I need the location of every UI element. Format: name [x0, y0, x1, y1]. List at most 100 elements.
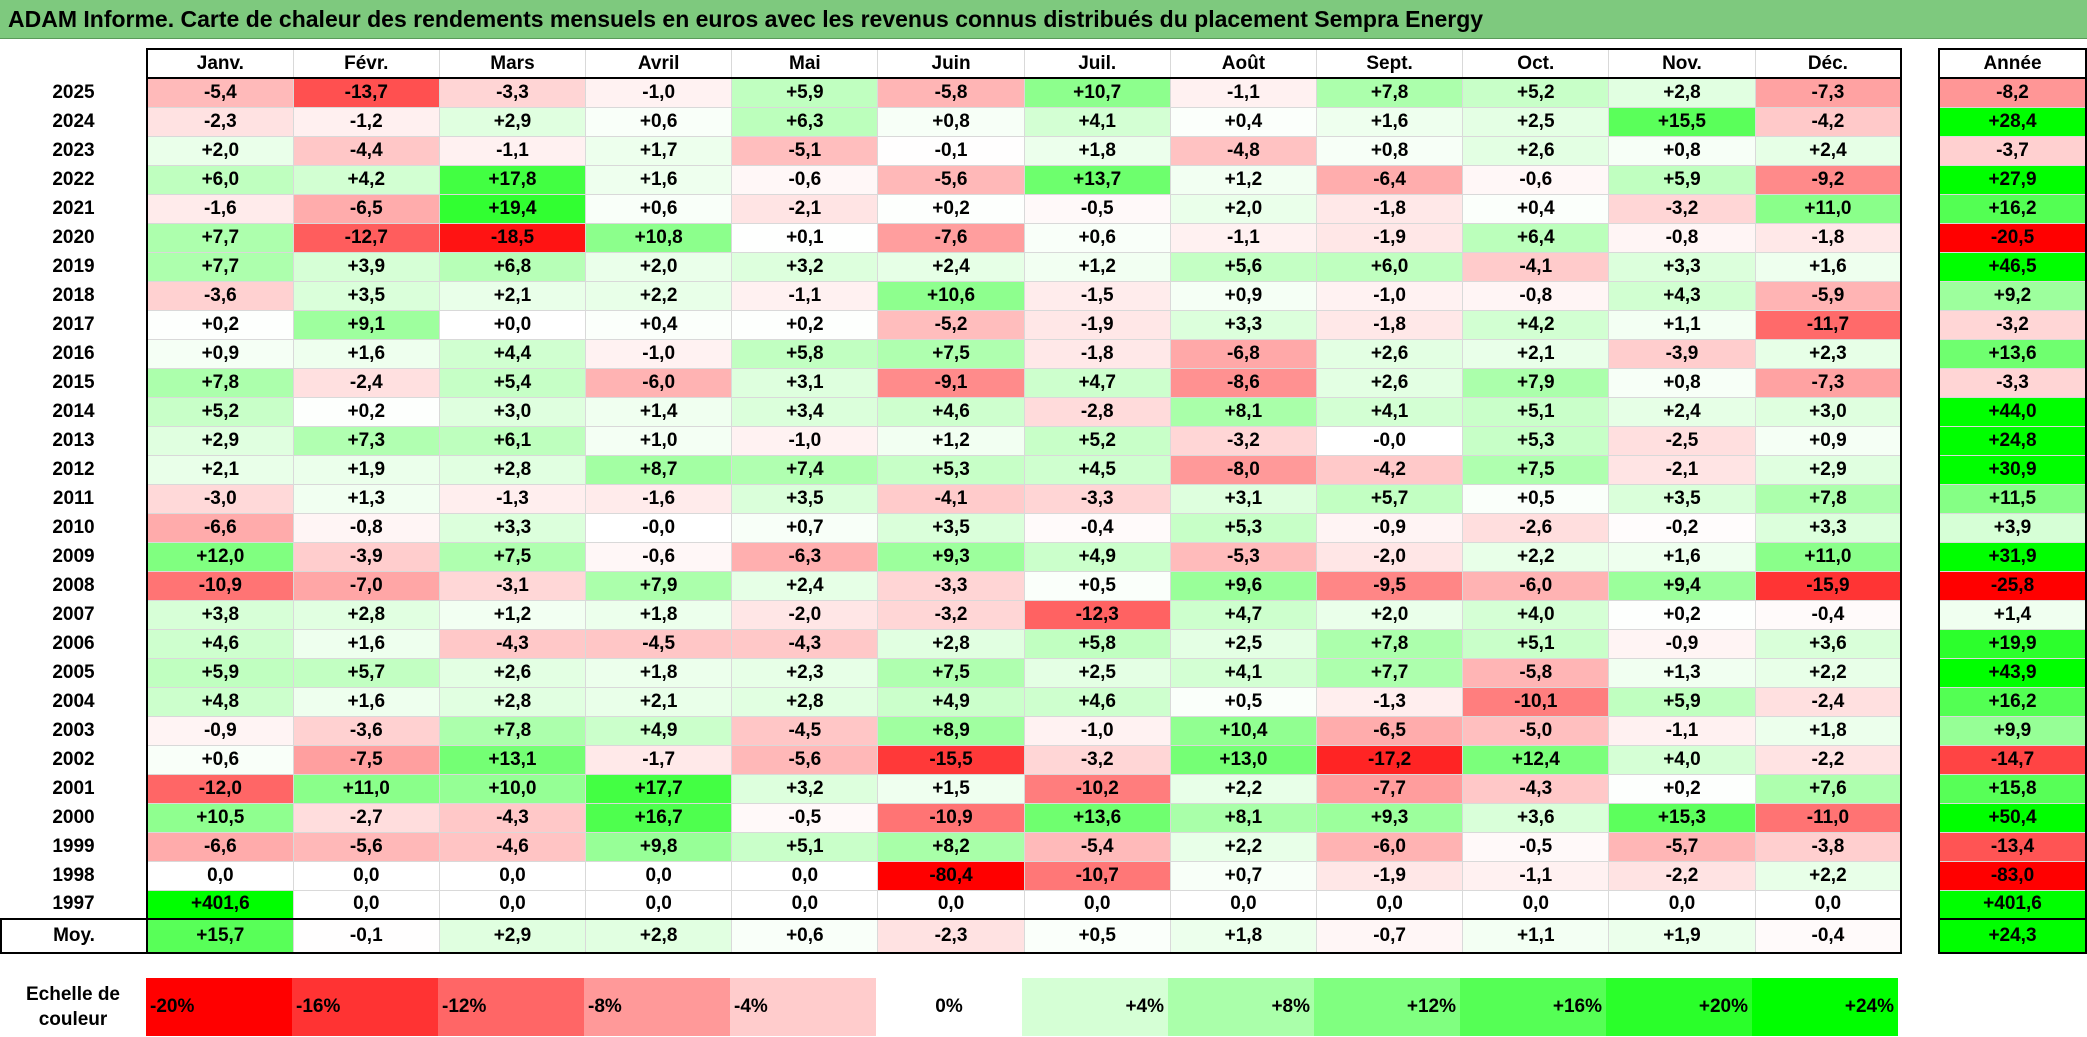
heatmap-cell: -5,6 [877, 164, 1025, 195]
heatmap-cell: +0,5 [1169, 686, 1318, 717]
average-cell: -0,7 [1315, 918, 1464, 954]
heatmap-cell: +1,3 [292, 483, 440, 514]
heatmap-cell: +0,2 [1608, 773, 1756, 804]
heatmap-row: 2016 +0,9 +1,6 +4,4 -1,0 +5,8 +7,5 -1,8 -6,8 +2,6… [1, 338, 1903, 369]
heatmap-cell: +5,3 [1462, 425, 1610, 456]
annual-row: +11,5 [1938, 483, 2087, 514]
heatmap-cell: -6,0 [1315, 831, 1464, 862]
heatmap-row: 2006 +4,6 +1,6 -4,3 -4,5 -4,3 +2,8 +5,8 +2,5 +7,8… [1, 628, 1903, 659]
year-label: 2007 [1, 600, 148, 629]
annual-row: +15,8 [1938, 773, 2087, 804]
heatmap-row: 2023 +2,0 -4,4 -1,1 +1,7 -5,1 -0,1 +1,8 -4,8 +0,8… [1, 135, 1903, 166]
heatmap-cell: -3,2 [1169, 425, 1318, 456]
heatmap-cell: +7,4 [731, 454, 879, 485]
heatmap-cell: +4,0 [1462, 599, 1610, 630]
heatmap-cell: -9,1 [877, 367, 1025, 398]
annual-cell: -14,7 [1938, 744, 2087, 775]
heatmap-cell: -4,1 [1462, 251, 1610, 282]
heatmap-cell: +7,8 [1315, 77, 1464, 108]
annual-cell: +1,4 [1938, 599, 2087, 630]
heatmap-cell: +2,6 [438, 657, 587, 688]
heatmap-row: 2007 +3,8 +2,8 +1,2 +1,8 -2,0 -3,2 -12,3 +4,7 +2,… [1, 599, 1903, 630]
heatmap-cell: -11,7 [1754, 309, 1903, 340]
year-label: 2017 [1, 310, 148, 339]
heatmap-cell: -1,0 [1023, 715, 1171, 746]
heatmap-cell: -3,3 [438, 77, 587, 108]
month-header: Avril [585, 48, 733, 79]
heatmap-cell: -3,8 [1754, 831, 1903, 862]
heatmap-cell: +4,8 [146, 686, 294, 717]
annual-cell: +16,2 [1938, 686, 2087, 717]
heatmap-cell: -7,0 [292, 570, 440, 601]
heatmap-cell: -12,3 [1023, 599, 1171, 630]
heatmap-cell: -5,1 [731, 135, 879, 166]
heatmap-cell: +3,0 [1754, 396, 1903, 427]
heatmap-cell: +0,4 [1462, 193, 1610, 224]
heatmap-cell: -1,6 [146, 193, 294, 224]
heatmap-cell: +10,5 [146, 802, 294, 833]
heatmap-cell: 0,0 [438, 889, 587, 920]
heatmap-cell: 0,0 [585, 860, 733, 891]
heatmap-cell: -2,6 [1462, 512, 1610, 543]
heatmap-cell: +1,6 [1315, 106, 1464, 137]
color-scale-stop: +20% [1606, 978, 1752, 1036]
heatmap-cell: +0,2 [1608, 599, 1756, 630]
average-cell: +1,8 [1169, 918, 1318, 954]
heatmap-cell: +2,1 [146, 454, 294, 485]
heatmap-cell: +5,3 [877, 454, 1025, 485]
heatmap-cell: +3,5 [877, 512, 1025, 543]
heatmap-cell: -1,6 [585, 483, 733, 514]
heatmap-cell: +15,3 [1608, 802, 1756, 833]
heatmap-cell: +3,3 [1169, 309, 1318, 340]
heatmap-cell: -12,0 [146, 773, 294, 804]
heatmap-cell: -6,6 [146, 831, 294, 862]
heatmap-cell: +9,6 [1169, 570, 1318, 601]
heatmap-cell: 0,0 [1169, 889, 1318, 920]
heatmap-row: 2002 +0,6 -7,5 +13,1 -1,7 -5,6 -15,5 -3,2 +13,0-… [1, 744, 1903, 775]
heatmap-row: 2013 +2,9 +7,3 +6,1 +1,0 -1,0 +1,2 +5,2 -3,2 -0,0… [1, 425, 1903, 456]
heatmap-cell: +3,2 [731, 251, 879, 282]
annual-cell: +30,9 [1938, 454, 2087, 485]
heatmap-cell: -2,4 [292, 367, 440, 398]
month-header-row: Janv. Févr. Mars Avril Mai Juin Juil. Août Sept.… [1, 48, 1903, 79]
heatmap-cell: +5,8 [1023, 628, 1171, 659]
heatmap-cell: -1,1 [438, 135, 587, 166]
annual-column: Année -8,2 +28,4 -3,7 +27,9 +16,2 -20,5 +46,5 +… [1938, 48, 2087, 954]
heatmap-cell: -3,3 [1023, 483, 1171, 514]
heatmap-cell: +12,4 [1462, 744, 1610, 775]
annual-row: +27,9 [1938, 164, 2087, 195]
heatmap-cell: -1,0 [1315, 280, 1464, 311]
heatmap-cell: +7,9 [1462, 367, 1610, 398]
heatmap-cell: +1,8 [1754, 715, 1903, 746]
annual-row: +3,9 [1938, 512, 2087, 543]
annual-cell: +27,9 [1938, 164, 2087, 195]
heatmap-cell: +0,6 [585, 193, 733, 224]
heatmap-cell: -3,2 [1023, 744, 1171, 775]
heatmap-cell: +4,5 [1023, 454, 1171, 485]
heatmap-cell: +13,7 [1023, 164, 1171, 195]
monthly-heatmap: Janv. Févr. Mars Avril Mai Juin Juil. Août Sept.… [0, 48, 1903, 954]
heatmap-cell: +7,5 [877, 657, 1025, 688]
heatmap-cell: +2,1 [1462, 338, 1610, 369]
heatmap-row: 2025 -5,4 -13,7 -3,3 -1,0 +5,9 -5,8 +10,7 -1,1 +7… [1, 77, 1903, 108]
heatmap-cell: -17,2 [1315, 744, 1464, 775]
heatmap-cell: +1,6 [292, 338, 440, 369]
heatmap-cell: +6,4 [1462, 222, 1610, 253]
heatmap-cell: +2,5 [1462, 106, 1610, 137]
heatmap-row: 1997 +401,6 0,0 0,0 0,0 0,0 0,0 0,0 0,0 0,0 0,0 0,0… [1, 889, 1903, 920]
heatmap-cell: -1,8 [1315, 193, 1464, 224]
heatmap-cell: -7,7 [1315, 773, 1464, 804]
color-scale-stop: +4% [1022, 978, 1168, 1036]
heatmap-cell: -10,1 [1462, 686, 1610, 717]
annual-cell: -3,7 [1938, 135, 2087, 166]
year-label: 2010 [1, 513, 148, 542]
heatmap-cell: +2,3 [1754, 338, 1903, 369]
heatmap-cell: +0,7 [1169, 860, 1318, 891]
heatmap-cell: -0,6 [585, 541, 733, 572]
heatmap-cell: +8,1 [1169, 396, 1318, 427]
heatmap-cell: +1,2 [877, 425, 1025, 456]
average-cell: +1,1 [1462, 918, 1610, 954]
annual-cell: +13,6 [1938, 338, 2087, 369]
heatmap-cell: +17,8 [438, 164, 587, 195]
heatmap-cell: +3,9 [292, 251, 440, 282]
